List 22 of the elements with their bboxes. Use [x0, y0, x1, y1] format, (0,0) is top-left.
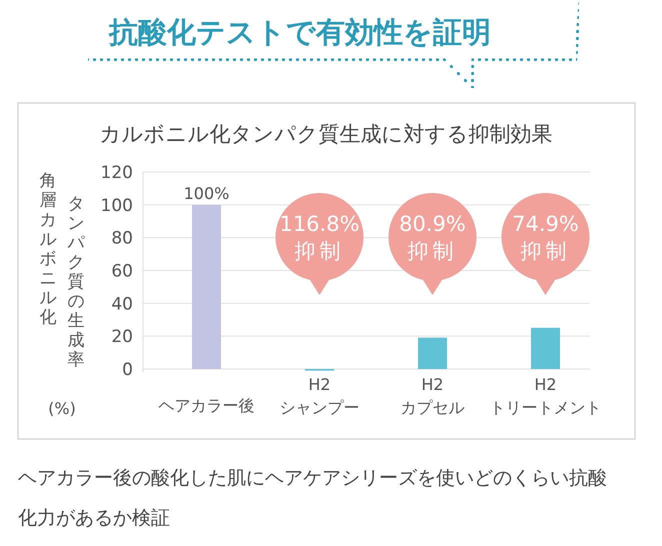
- y-tick-label: 120: [100, 163, 133, 183]
- x-tick-label: H2 トリートメント: [490, 375, 602, 417]
- annotation: 74.9% 抑制: [512, 212, 579, 263]
- y-tick-label: 0: [122, 360, 133, 380]
- annotation: 80.9% 抑制: [399, 212, 466, 263]
- y-tick-label: 40: [111, 294, 133, 314]
- y-tick-label: 80: [111, 228, 133, 249]
- data-label: 100%: [184, 184, 230, 203]
- bar: [418, 338, 447, 370]
- bar: [192, 204, 221, 370]
- chart-subtitle: カルボニル化タンパク質生成に対する抑制効果: [100, 122, 552, 146]
- y-tick-label: 60: [111, 262, 133, 282]
- text: ヘアカラー後の酸化した肌にヘアケアシリーズを使いどのくらい抗酸化力があるか検証: [18, 467, 607, 529]
- x-tick-label: ヘアカラー後: [158, 396, 254, 415]
- annotation: 116.8% 抑制: [279, 212, 360, 263]
- x-tick-label: H2 カプセル: [400, 375, 464, 417]
- y-tick-label: 20: [111, 327, 133, 348]
- y-tick-label: 100: [100, 196, 133, 216]
- bar: [531, 328, 560, 370]
- text: 角層カルボニル化タンパク質の生成率(%): [40, 171, 84, 418]
- chart-title: 抗酸化テストで有効性を証明: [108, 15, 491, 49]
- x-tick-label: H2 シャンプー: [280, 375, 360, 417]
